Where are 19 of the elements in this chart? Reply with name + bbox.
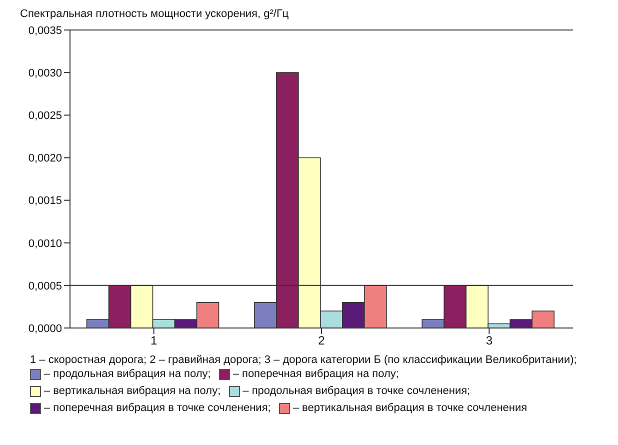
y-tick-label: 0,0025 [28,110,62,122]
legend-label: – вертикальная вибрация на полу; [43,384,221,399]
y-tick-label: 0,0035 [28,24,62,37]
y-tick-label: 0,0030 [28,67,62,80]
y-tick-label: 0,0010 [28,238,62,250]
legend-label: – продольная вибрация на полу; [43,367,211,382]
x-tick-label: 2 [318,334,326,348]
legend-label: – продольная вибрация в точке сочленения; [242,384,470,399]
y-tick-label: 0,0015 [28,195,62,208]
legend-label: – вертикальная вибрация в точке сочленения [292,401,528,416]
y-tick-label: 0,0000 [28,322,62,335]
x-tick-label: 1 [150,334,158,348]
text: 1 – скоростная дорога; 2 – гравийная дорога; 3 – дорога категории Б (по классификации Великобритании); [29,354,578,366]
chart-title: Спектральная плотность мощности ускорения, g²/Гц [20,8,290,20]
legend-label: – поперечная вибрация в точке сочленения; [43,401,271,416]
y-tick-label: 0,0020 [28,152,62,165]
legend-label: – поперечная вибрация на полу; [232,367,399,382]
x-tick-label: 3 [486,334,493,348]
y-tick-label: 0,0005 [28,280,62,292]
